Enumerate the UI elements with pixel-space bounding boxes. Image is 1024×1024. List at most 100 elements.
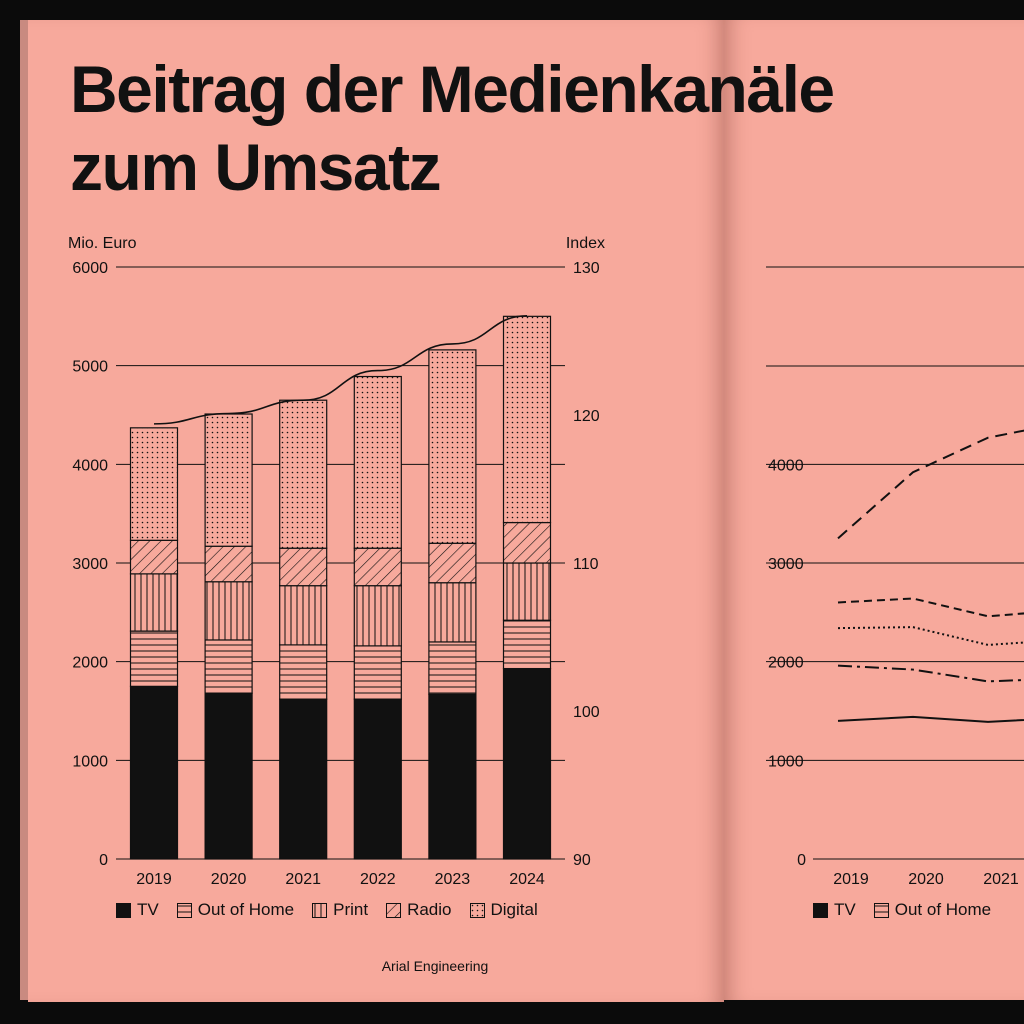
legend-label-tv: TV <box>137 900 159 919</box>
bar-2020-out-of-home[interactable] <box>204 639 253 694</box>
right-legend-swatch-out-of-home <box>873 902 889 918</box>
right-legend-label-tv: TV <box>834 900 856 919</box>
right-x-tick-2019: 2019 <box>833 871 869 888</box>
bar-2022-radio[interactable] <box>353 547 402 587</box>
x-tick-2024: 2024 <box>509 871 545 888</box>
bar-2023-out-of-home[interactable] <box>428 641 477 695</box>
legend-label-out-of-home: Out of Home <box>197 900 295 919</box>
x-tick-2021: 2021 <box>285 871 321 888</box>
bar-2019-radio[interactable] <box>129 539 179 575</box>
bar-2023-digital[interactable] <box>428 349 477 544</box>
y-tick-left-5000: 5000 <box>72 359 108 376</box>
legend-item-digital[interactable]: Digital <box>469 900 538 920</box>
x-tick-2020: 2020 <box>211 871 247 888</box>
right-grid <box>766 463 1024 860</box>
legend-swatch-radio <box>386 902 402 918</box>
bar-2020-digital[interactable] <box>204 413 253 547</box>
left-index-line-group <box>153 315 528 425</box>
page-edge <box>20 20 30 1000</box>
bar-2022-print[interactable] <box>353 585 402 647</box>
y-tick-right-90: 90 <box>573 852 591 869</box>
x-tick-2023: 2023 <box>435 871 471 888</box>
legend-swatch-tv <box>116 902 131 918</box>
bar-2021-out-of-home[interactable] <box>279 644 328 700</box>
right-legend-item-tv[interactable]: TV <box>813 900 856 920</box>
legend-item-tv[interactable]: TV <box>116 900 159 920</box>
right-line-digital <box>837 429 1024 540</box>
bar-2019-out-of-home[interactable] <box>129 630 179 687</box>
y-tick-left-6000: 6000 <box>72 260 108 277</box>
bar-2022-digital[interactable] <box>353 375 402 549</box>
right-legend-item-out-of-home[interactable]: Out of Home <box>873 900 992 920</box>
index-line <box>153 315 528 425</box>
bar-2021-radio[interactable] <box>279 547 328 587</box>
right-y-tick-3000: 3000 <box>768 556 804 573</box>
left-tick-labels: 0 1000 2000 3000 4000 5000 6000 90 100 110 120 130 2… <box>72 260 599 888</box>
title-line-2: zum Umsatz <box>70 130 442 204</box>
legend-swatch-print <box>312 902 328 918</box>
legend-label-radio: Radio <box>407 900 452 919</box>
bar-2021-tv[interactable] <box>279 698 328 860</box>
legend-swatch-digital <box>469 902 485 918</box>
bar-2024-out-of-home[interactable] <box>502 619 552 670</box>
left-chart: 0 1000 2000 3000 4000 5000 6000 90 100 110 120 130 2… <box>68 235 605 888</box>
y-axis-label-left: Mio. Euro <box>68 235 137 252</box>
bar-2021-print[interactable] <box>279 585 328 646</box>
x-tick-2019: 2019 <box>136 871 172 888</box>
right-page <box>724 20 1024 1000</box>
legend-label-print: Print <box>333 900 369 919</box>
bar-2021-digital[interactable] <box>279 399 328 549</box>
left-grid <box>116 266 565 860</box>
bar-2024-print[interactable] <box>502 562 552 621</box>
right-chart: 0 1000 2000 3000 4000 2019 2020 2021 <box>766 266 1024 888</box>
y-tick-left-1000: 1000 <box>72 753 108 770</box>
legend-item-out-of-home[interactable]: Out of Home <box>176 900 295 920</box>
bar-2022-tv[interactable] <box>353 698 402 860</box>
y-tick-right-100: 100 <box>573 704 600 721</box>
bar-2024-radio[interactable] <box>502 521 552 564</box>
right-y-tick-2000: 2000 <box>768 655 804 672</box>
right-x-tick-2021: 2021 <box>983 871 1019 888</box>
bar-2024-digital[interactable] <box>502 315 552 524</box>
y-tick-left-2000: 2000 <box>72 655 108 672</box>
y-tick-left-3000: 3000 <box>72 556 108 573</box>
bar-2020-print[interactable] <box>204 581 253 641</box>
bar-2022-out-of-home[interactable] <box>353 645 402 700</box>
bar-2023-radio[interactable] <box>428 542 477 584</box>
y-tick-right-120: 120 <box>573 408 600 425</box>
y-tick-left-4000: 4000 <box>72 457 108 474</box>
right-series-lines <box>837 429 1024 723</box>
right-y-tick-1000: 1000 <box>768 753 804 770</box>
y-tick-left-0: 0 <box>99 852 108 869</box>
title-line-1: Beitrag der Medienkanäle <box>70 52 835 126</box>
y-tick-right-110: 110 <box>573 556 599 573</box>
bar-2024-tv[interactable] <box>502 667 552 860</box>
right-y-tick-0: 0 <box>797 852 806 869</box>
bar-2020-tv[interactable] <box>204 692 253 860</box>
bar-2019-print[interactable] <box>129 573 179 632</box>
legend-label-digital: Digital <box>490 900 538 919</box>
bar-2020-radio[interactable] <box>204 545 253 583</box>
right-legend-label-out-of-home: Out of Home <box>894 900 992 919</box>
y-axis-label-right: Index <box>566 235 605 252</box>
bar-2023-print[interactable] <box>428 582 477 643</box>
right-x-tick-2020: 2020 <box>908 871 944 888</box>
right-y-tick-4000: 4000 <box>768 457 804 474</box>
right-legend-swatch-tv <box>813 902 828 918</box>
right-line-tv <box>837 715 1024 723</box>
x-tick-2022: 2022 <box>360 871 396 888</box>
page-title: Beitrag der Medienkanäle zum Umsatz <box>70 50 835 206</box>
bar-2019-tv[interactable] <box>129 685 179 860</box>
footer-credit: Arial Engineering <box>381 958 489 974</box>
bar-2023-tv[interactable] <box>428 693 477 860</box>
legend-item-print[interactable]: Print <box>312 900 368 920</box>
right-line-print <box>837 626 1024 646</box>
legend-swatch-out-of-home <box>176 902 192 918</box>
bar-2019-digital[interactable] <box>129 427 179 541</box>
right-tick-labels: 0 1000 2000 3000 4000 2019 2020 2021 <box>768 457 1019 888</box>
legend-item-radio[interactable]: Radio <box>386 900 452 920</box>
left-bars <box>129 315 552 860</box>
right-legend: TV Out of Home <box>813 900 991 920</box>
y-tick-right-130: 130 <box>573 260 600 277</box>
